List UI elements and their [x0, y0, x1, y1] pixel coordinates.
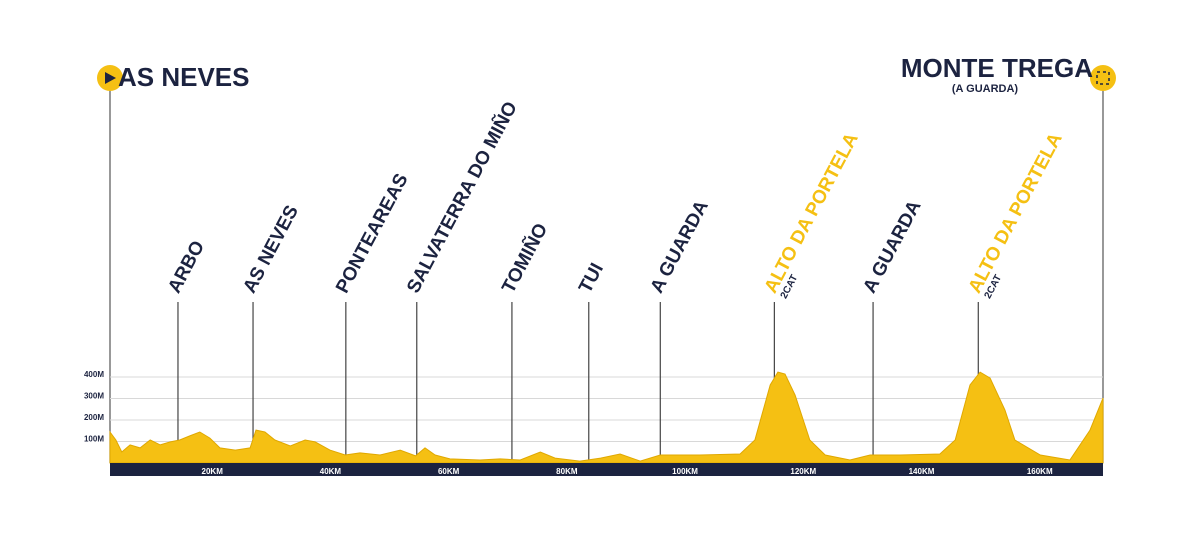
y-tick-label: 200M: [84, 413, 104, 422]
start-name: AS NEVES: [118, 62, 250, 92]
x-axis-bar: [110, 463, 1103, 476]
x-tick-label: 160KM: [1027, 467, 1053, 476]
y-tick-label: 300M: [84, 392, 104, 401]
x-tick-label: 40KM: [320, 467, 342, 476]
start-arrow: [105, 72, 116, 84]
x-tick-label: 20KM: [202, 467, 224, 476]
x-tick-label: 100KM: [672, 467, 698, 476]
x-tick-label: 80KM: [556, 467, 578, 476]
finish-flag: [1096, 71, 1110, 85]
y-tick-label: 100M: [84, 435, 104, 444]
finish-icon: [1090, 65, 1116, 91]
finish-name: MONTE TREGA: [901, 53, 1093, 83]
x-tick-label: 140KM: [909, 467, 935, 476]
x-tick-label: 60KM: [438, 467, 460, 476]
finish-subtitle: (A GUARDA): [952, 83, 1019, 95]
y-tick-label: 400M: [84, 370, 104, 379]
elevation-area: [109, 371, 1104, 464]
x-tick-label: 120KM: [790, 467, 816, 476]
